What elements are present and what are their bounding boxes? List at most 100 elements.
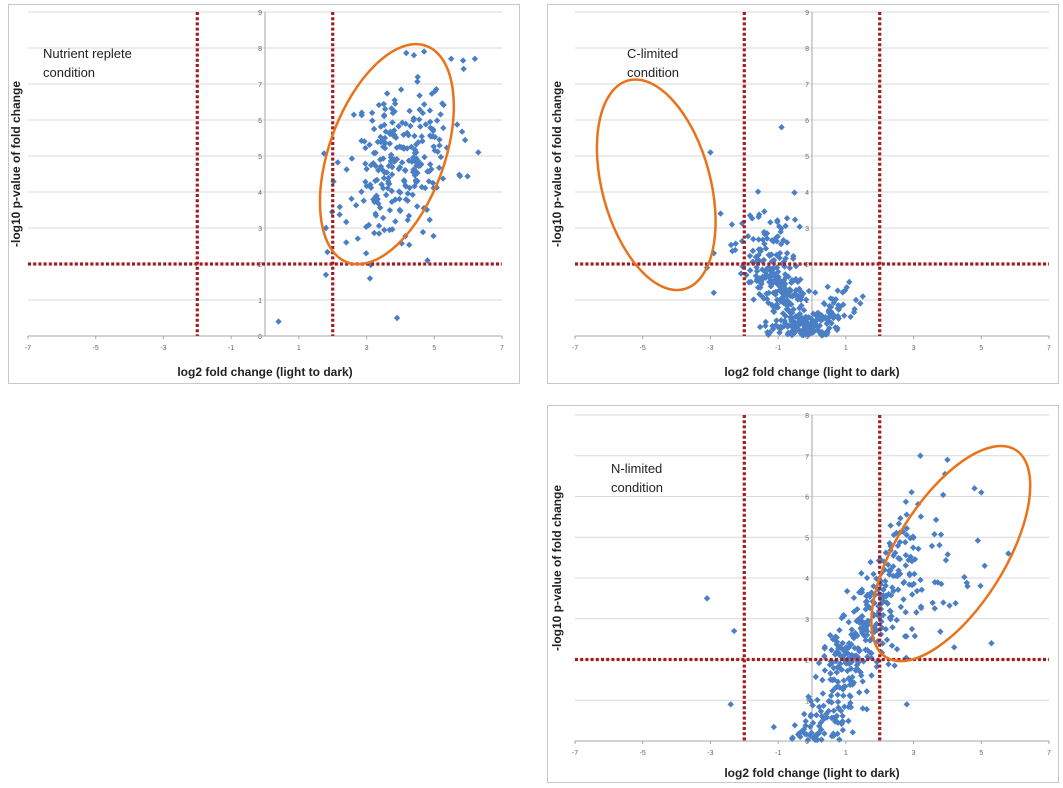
data-point [854, 632, 861, 639]
data-point [837, 303, 844, 310]
data-point [377, 156, 384, 163]
data-point [358, 111, 365, 119]
data-point [397, 86, 405, 93]
y-tick-label: 6 [258, 118, 262, 125]
x-tick-label: -3 [707, 750, 713, 757]
x-axis-label: log2 fold change (light to dark) [724, 766, 899, 780]
data-point [804, 736, 812, 744]
data-point [395, 165, 403, 173]
highlight-ellipse [870, 444, 1032, 663]
condition-label: condition [611, 480, 663, 495]
data-point [778, 124, 785, 131]
condition-label: condition [627, 65, 679, 80]
data-point [812, 673, 820, 681]
data-point [429, 133, 436, 140]
data-point [388, 198, 396, 206]
data-point [867, 558, 874, 566]
condition-label: Nutrient replete [43, 46, 132, 61]
data-point [343, 239, 350, 246]
data-point [807, 315, 814, 322]
data-point [834, 678, 842, 686]
data-point [784, 297, 791, 304]
data-point [380, 155, 387, 162]
data-point [847, 313, 854, 321]
scatter-series [275, 48, 482, 325]
data-point [812, 289, 819, 296]
data-point [433, 117, 441, 124]
data-point [409, 154, 417, 161]
data-point [385, 174, 392, 182]
data-point [377, 164, 385, 172]
data-point [845, 618, 852, 626]
data-point [366, 141, 373, 148]
data-point [386, 226, 393, 234]
data-point [410, 52, 418, 59]
data-point [411, 149, 419, 157]
data-point [393, 144, 401, 151]
data-point [896, 538, 904, 546]
data-point [859, 619, 866, 626]
data-point [749, 258, 757, 266]
x-tick-label: 5 [432, 345, 436, 352]
data-point [374, 138, 382, 146]
x-tick-label: 7 [1047, 345, 1051, 352]
data-point [897, 603, 905, 611]
data-point [839, 639, 846, 647]
data-point [437, 111, 444, 118]
data-point [367, 161, 375, 169]
data-point [746, 212, 754, 219]
data-point [383, 90, 391, 97]
y-tick-label: 6 [805, 495, 809, 502]
data-point [392, 218, 399, 225]
data-point [380, 112, 388, 119]
data-point [786, 264, 794, 272]
data-point [380, 100, 387, 108]
data-point [390, 131, 397, 138]
data-point [895, 520, 903, 527]
data-point [426, 216, 433, 224]
data-point [421, 101, 428, 108]
data-point [781, 263, 788, 270]
data-point [368, 109, 376, 117]
data-point [453, 121, 461, 128]
x-tick-label: -3 [160, 345, 166, 352]
x-tick-label: 7 [1047, 750, 1051, 757]
data-point [437, 153, 445, 161]
data-point [416, 92, 423, 99]
data-point [752, 272, 760, 280]
data-point [731, 246, 739, 254]
data-point [420, 48, 428, 55]
data-point [421, 153, 428, 161]
data-point [426, 161, 434, 168]
data-point [381, 226, 388, 234]
data-point [766, 329, 774, 336]
chart-frame [547, 4, 1059, 384]
data-point [384, 184, 392, 192]
data-point [456, 172, 464, 180]
data-point [372, 210, 379, 217]
data-point [459, 57, 467, 64]
data-point [886, 571, 893, 578]
data-point [416, 106, 423, 113]
data-point [784, 306, 792, 313]
data-point [839, 712, 846, 720]
y-tick-label: 3 [258, 226, 262, 233]
data-point [863, 631, 871, 639]
x-tick-label: 3 [912, 750, 916, 757]
data-point [398, 159, 406, 166]
data-point [379, 143, 387, 150]
data-point [350, 111, 358, 118]
data-point [813, 731, 820, 738]
data-point [374, 195, 381, 203]
data-point [429, 179, 437, 187]
y-tick-label: 7 [805, 454, 809, 461]
data-point [436, 136, 443, 143]
data-point [804, 332, 812, 339]
data-point [824, 283, 831, 290]
data-point [414, 78, 421, 85]
data-point [825, 317, 833, 325]
x-axis-label: log2 fold change (light to dark) [724, 365, 899, 379]
data-point [828, 660, 835, 667]
data-point [917, 513, 925, 520]
data-point [827, 632, 834, 639]
